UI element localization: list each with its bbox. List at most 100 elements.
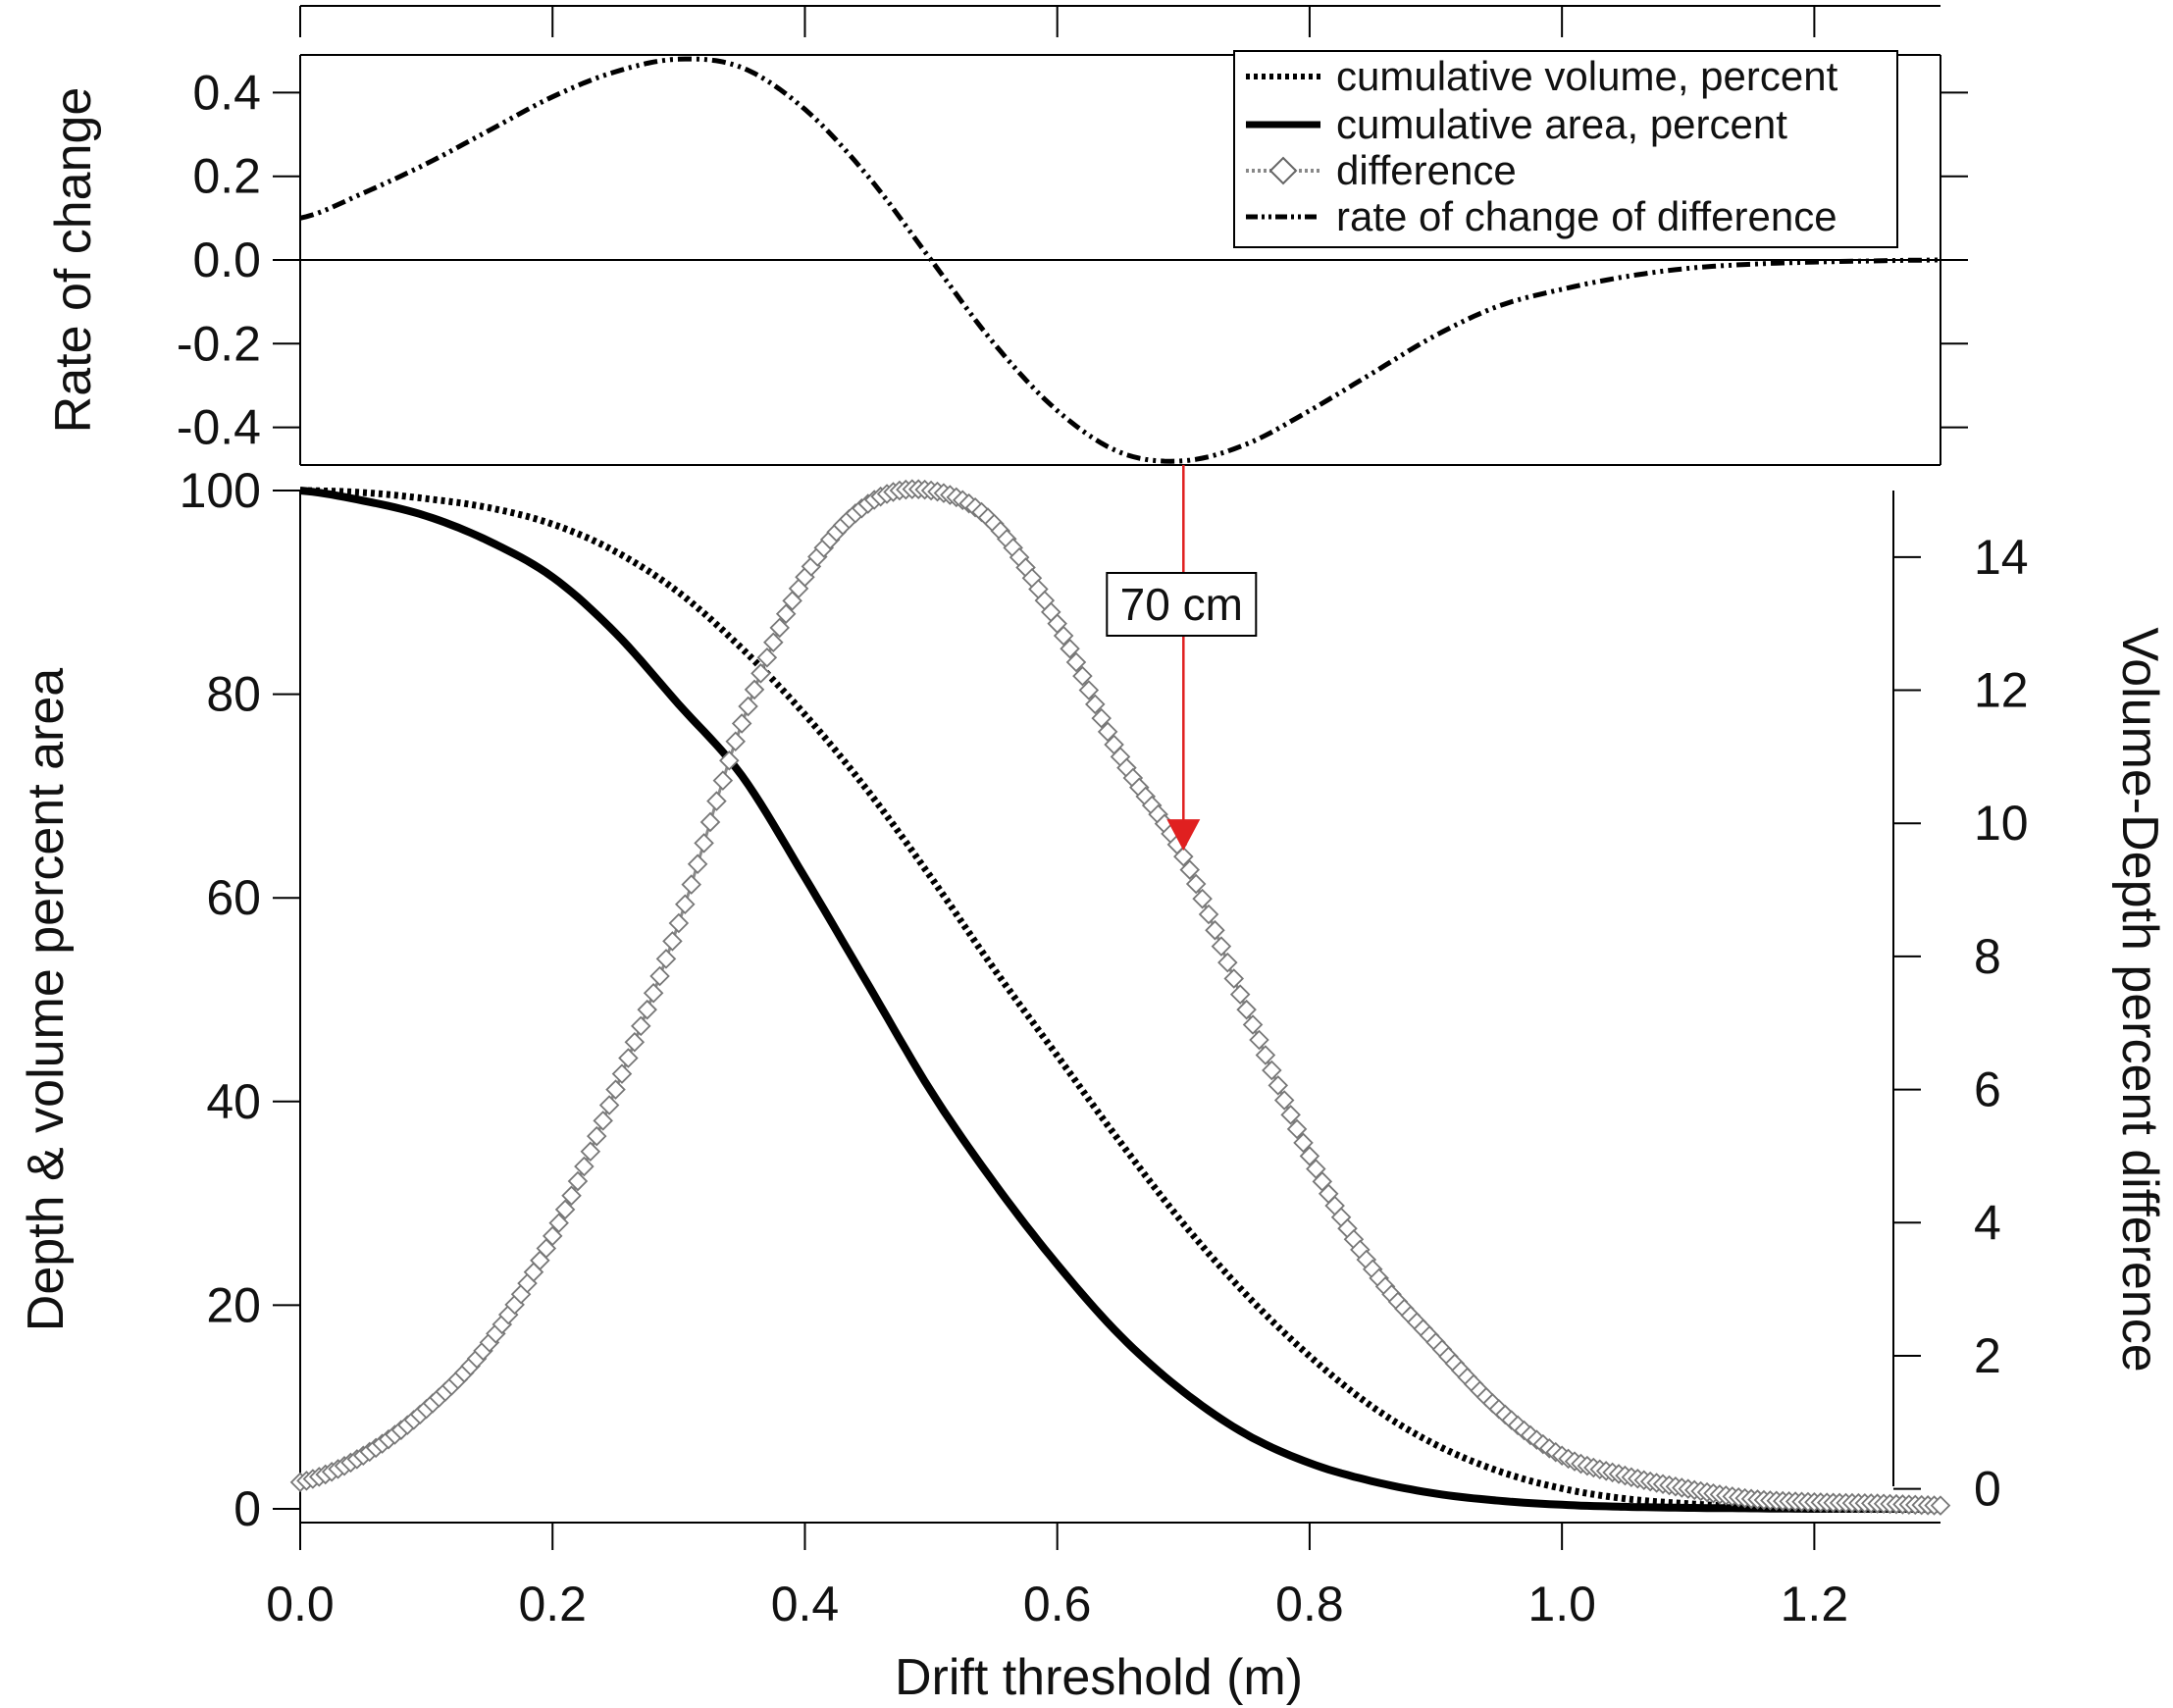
x-tick-label: 0.4 bbox=[771, 1577, 840, 1631]
series-cumulative-volume-line bbox=[299, 487, 1940, 1513]
difference-marker bbox=[662, 931, 683, 952]
difference-marker bbox=[1185, 873, 1207, 895]
top-y-tick-label: 0.4 bbox=[192, 65, 261, 120]
difference-marker bbox=[1293, 1132, 1314, 1154]
difference-marker bbox=[763, 632, 784, 653]
difference-marker bbox=[593, 1111, 613, 1131]
x-tick-label: 0.6 bbox=[1023, 1577, 1092, 1631]
difference-marker bbox=[719, 750, 740, 771]
legend-label: difference bbox=[1336, 147, 1517, 193]
left-y-tick-label: 80 bbox=[206, 667, 261, 722]
difference-marker bbox=[1078, 680, 1100, 700]
difference-marker bbox=[598, 1095, 620, 1115]
difference-marker bbox=[554, 1199, 576, 1220]
left-y-tick-label: 100 bbox=[180, 463, 261, 518]
difference-marker bbox=[775, 603, 797, 625]
left-y-tick-label: 0 bbox=[233, 1481, 261, 1536]
difference-marker bbox=[1173, 846, 1194, 867]
difference-marker bbox=[706, 791, 727, 811]
difference-marker bbox=[731, 713, 752, 734]
difference-marker bbox=[655, 949, 677, 969]
legend-label: rate of change of difference bbox=[1336, 193, 1837, 239]
difference-marker bbox=[1192, 888, 1213, 909]
right-y-tick-label: 4 bbox=[1974, 1195, 2001, 1250]
difference-marker bbox=[643, 982, 664, 1004]
difference-marker bbox=[1273, 1090, 1295, 1111]
difference-marker bbox=[567, 1170, 589, 1192]
difference-marker bbox=[1065, 651, 1087, 673]
legend-box bbox=[1233, 50, 1898, 248]
legend-swatch-diamond-marker bbox=[1268, 156, 1298, 185]
difference-marker bbox=[1223, 968, 1245, 989]
difference-marker bbox=[605, 1079, 626, 1100]
left-y-tick-label: 20 bbox=[206, 1277, 261, 1332]
top-y-axis-title: Rate of change bbox=[45, 87, 102, 434]
difference-marker bbox=[1229, 984, 1251, 1005]
difference-marker bbox=[1286, 1118, 1308, 1140]
difference-marker bbox=[1268, 1075, 1289, 1096]
difference-marker bbox=[1255, 1045, 1276, 1065]
difference-marker bbox=[1179, 859, 1201, 880]
difference-marker bbox=[1091, 707, 1112, 729]
x-axis-title: Drift threshold (m) bbox=[895, 1649, 1303, 1706]
difference-marker bbox=[1280, 1105, 1301, 1125]
top-y-tick-label: 0.0 bbox=[192, 233, 261, 287]
difference-marker bbox=[1097, 721, 1118, 743]
x-tick-label: 0.0 bbox=[266, 1577, 335, 1631]
difference-marker bbox=[1060, 638, 1080, 659]
difference-marker bbox=[1236, 999, 1257, 1020]
right-y-axis-title: Volume-Depth percent difference bbox=[2111, 627, 2168, 1372]
difference-marker bbox=[1085, 694, 1106, 715]
difference-marker bbox=[694, 833, 714, 854]
difference-marker bbox=[561, 1185, 582, 1206]
difference-marker bbox=[1217, 952, 1238, 973]
difference-marker bbox=[637, 999, 657, 1020]
right-y-tick-label: 8 bbox=[1974, 929, 2001, 984]
x-tick-label: 1.0 bbox=[1527, 1577, 1596, 1631]
difference-marker bbox=[580, 1141, 601, 1162]
x-tick-label: 0.8 bbox=[1275, 1577, 1344, 1631]
difference-marker bbox=[712, 770, 734, 791]
right-y-tick-label: 12 bbox=[1974, 663, 2029, 718]
difference-marker bbox=[1198, 904, 1219, 925]
difference-marker bbox=[1299, 1146, 1320, 1166]
difference-marker bbox=[542, 1225, 563, 1247]
difference-marker bbox=[756, 647, 778, 668]
difference-marker bbox=[586, 1125, 607, 1147]
top-y-tick-label: -0.2 bbox=[177, 316, 261, 371]
right-y-tick-label: 10 bbox=[1974, 796, 2029, 851]
difference-marker bbox=[1053, 625, 1074, 647]
difference-marker bbox=[1262, 1060, 1282, 1081]
difference-marker bbox=[725, 731, 746, 752]
annotation-label: 70 cm bbox=[1120, 579, 1243, 630]
difference-marker bbox=[1242, 1014, 1264, 1035]
difference-marker bbox=[750, 663, 771, 684]
difference-marker bbox=[681, 874, 701, 895]
difference-marker bbox=[630, 1015, 651, 1037]
difference-marker bbox=[687, 854, 708, 874]
difference-marker bbox=[738, 696, 758, 717]
right-y-tick-label: 6 bbox=[1974, 1062, 2001, 1117]
right-y-tick-label: 14 bbox=[1974, 530, 2029, 585]
series-rate-of-change-line bbox=[299, 56, 1940, 464]
annotation-arrow-head bbox=[1166, 819, 1201, 852]
difference-marker bbox=[1205, 919, 1225, 941]
right-y-tick-label: 0 bbox=[1974, 1462, 2001, 1517]
legend-label: cumulative volume, percent bbox=[1336, 53, 1838, 99]
difference-marker bbox=[1249, 1029, 1269, 1051]
difference-marker bbox=[1930, 1495, 1951, 1516]
difference-marker bbox=[611, 1063, 633, 1084]
right-y-tick-label: 2 bbox=[1974, 1328, 2001, 1383]
difference-marker bbox=[574, 1156, 595, 1177]
difference-marker bbox=[1211, 936, 1232, 957]
series-difference-line bbox=[299, 488, 1941, 1508]
left-y-axis-title: Depth & volume percent area bbox=[18, 668, 75, 1331]
difference-marker bbox=[618, 1048, 639, 1068]
difference-marker bbox=[699, 811, 721, 833]
difference-marker bbox=[624, 1031, 646, 1053]
series-cumulative-area-line bbox=[299, 487, 1940, 1513]
legend-label: cumulative area, percent bbox=[1336, 101, 1787, 147]
